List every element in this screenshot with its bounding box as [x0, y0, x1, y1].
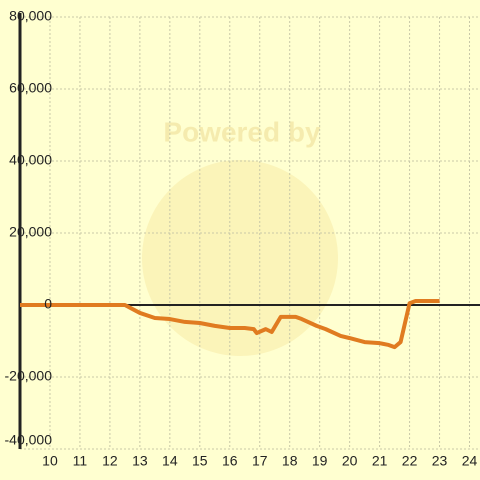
- x-tick-label: 12: [102, 453, 118, 469]
- watermark: Powered by: [163, 116, 321, 147]
- x-tick-label: 22: [402, 453, 418, 469]
- x-tick-label: 15: [192, 453, 208, 469]
- x-tick-label: 19: [312, 453, 328, 469]
- x-tick-label: 16: [222, 453, 238, 469]
- x-tick-label: 21: [372, 453, 388, 469]
- x-tick-label: 17: [252, 453, 268, 469]
- y-tick-label: -40,000: [5, 432, 53, 448]
- x-tick-label: 23: [432, 453, 448, 469]
- y-tick-label: 80,000: [9, 8, 52, 24]
- y-tick-label: 60,000: [9, 80, 52, 96]
- y-tick-label: 40,000: [9, 152, 52, 168]
- x-tick-label: 10: [42, 453, 58, 469]
- x-tick-label: 20: [342, 453, 358, 469]
- x-tick-label: 18: [282, 453, 298, 469]
- line: [20, 299, 440, 350]
- y-tick-label: -20,000: [5, 368, 53, 384]
- y-tick-label: 20,000: [9, 224, 52, 240]
- x-tick-label: 11: [73, 453, 88, 469]
- y-tick-label: 0: [44, 296, 52, 312]
- x-tick-label: 14: [162, 453, 178, 469]
- watermark-logo: [142, 160, 338, 356]
- x-tick-label: 13: [132, 453, 148, 469]
- x-tick-label: 24: [462, 453, 478, 469]
